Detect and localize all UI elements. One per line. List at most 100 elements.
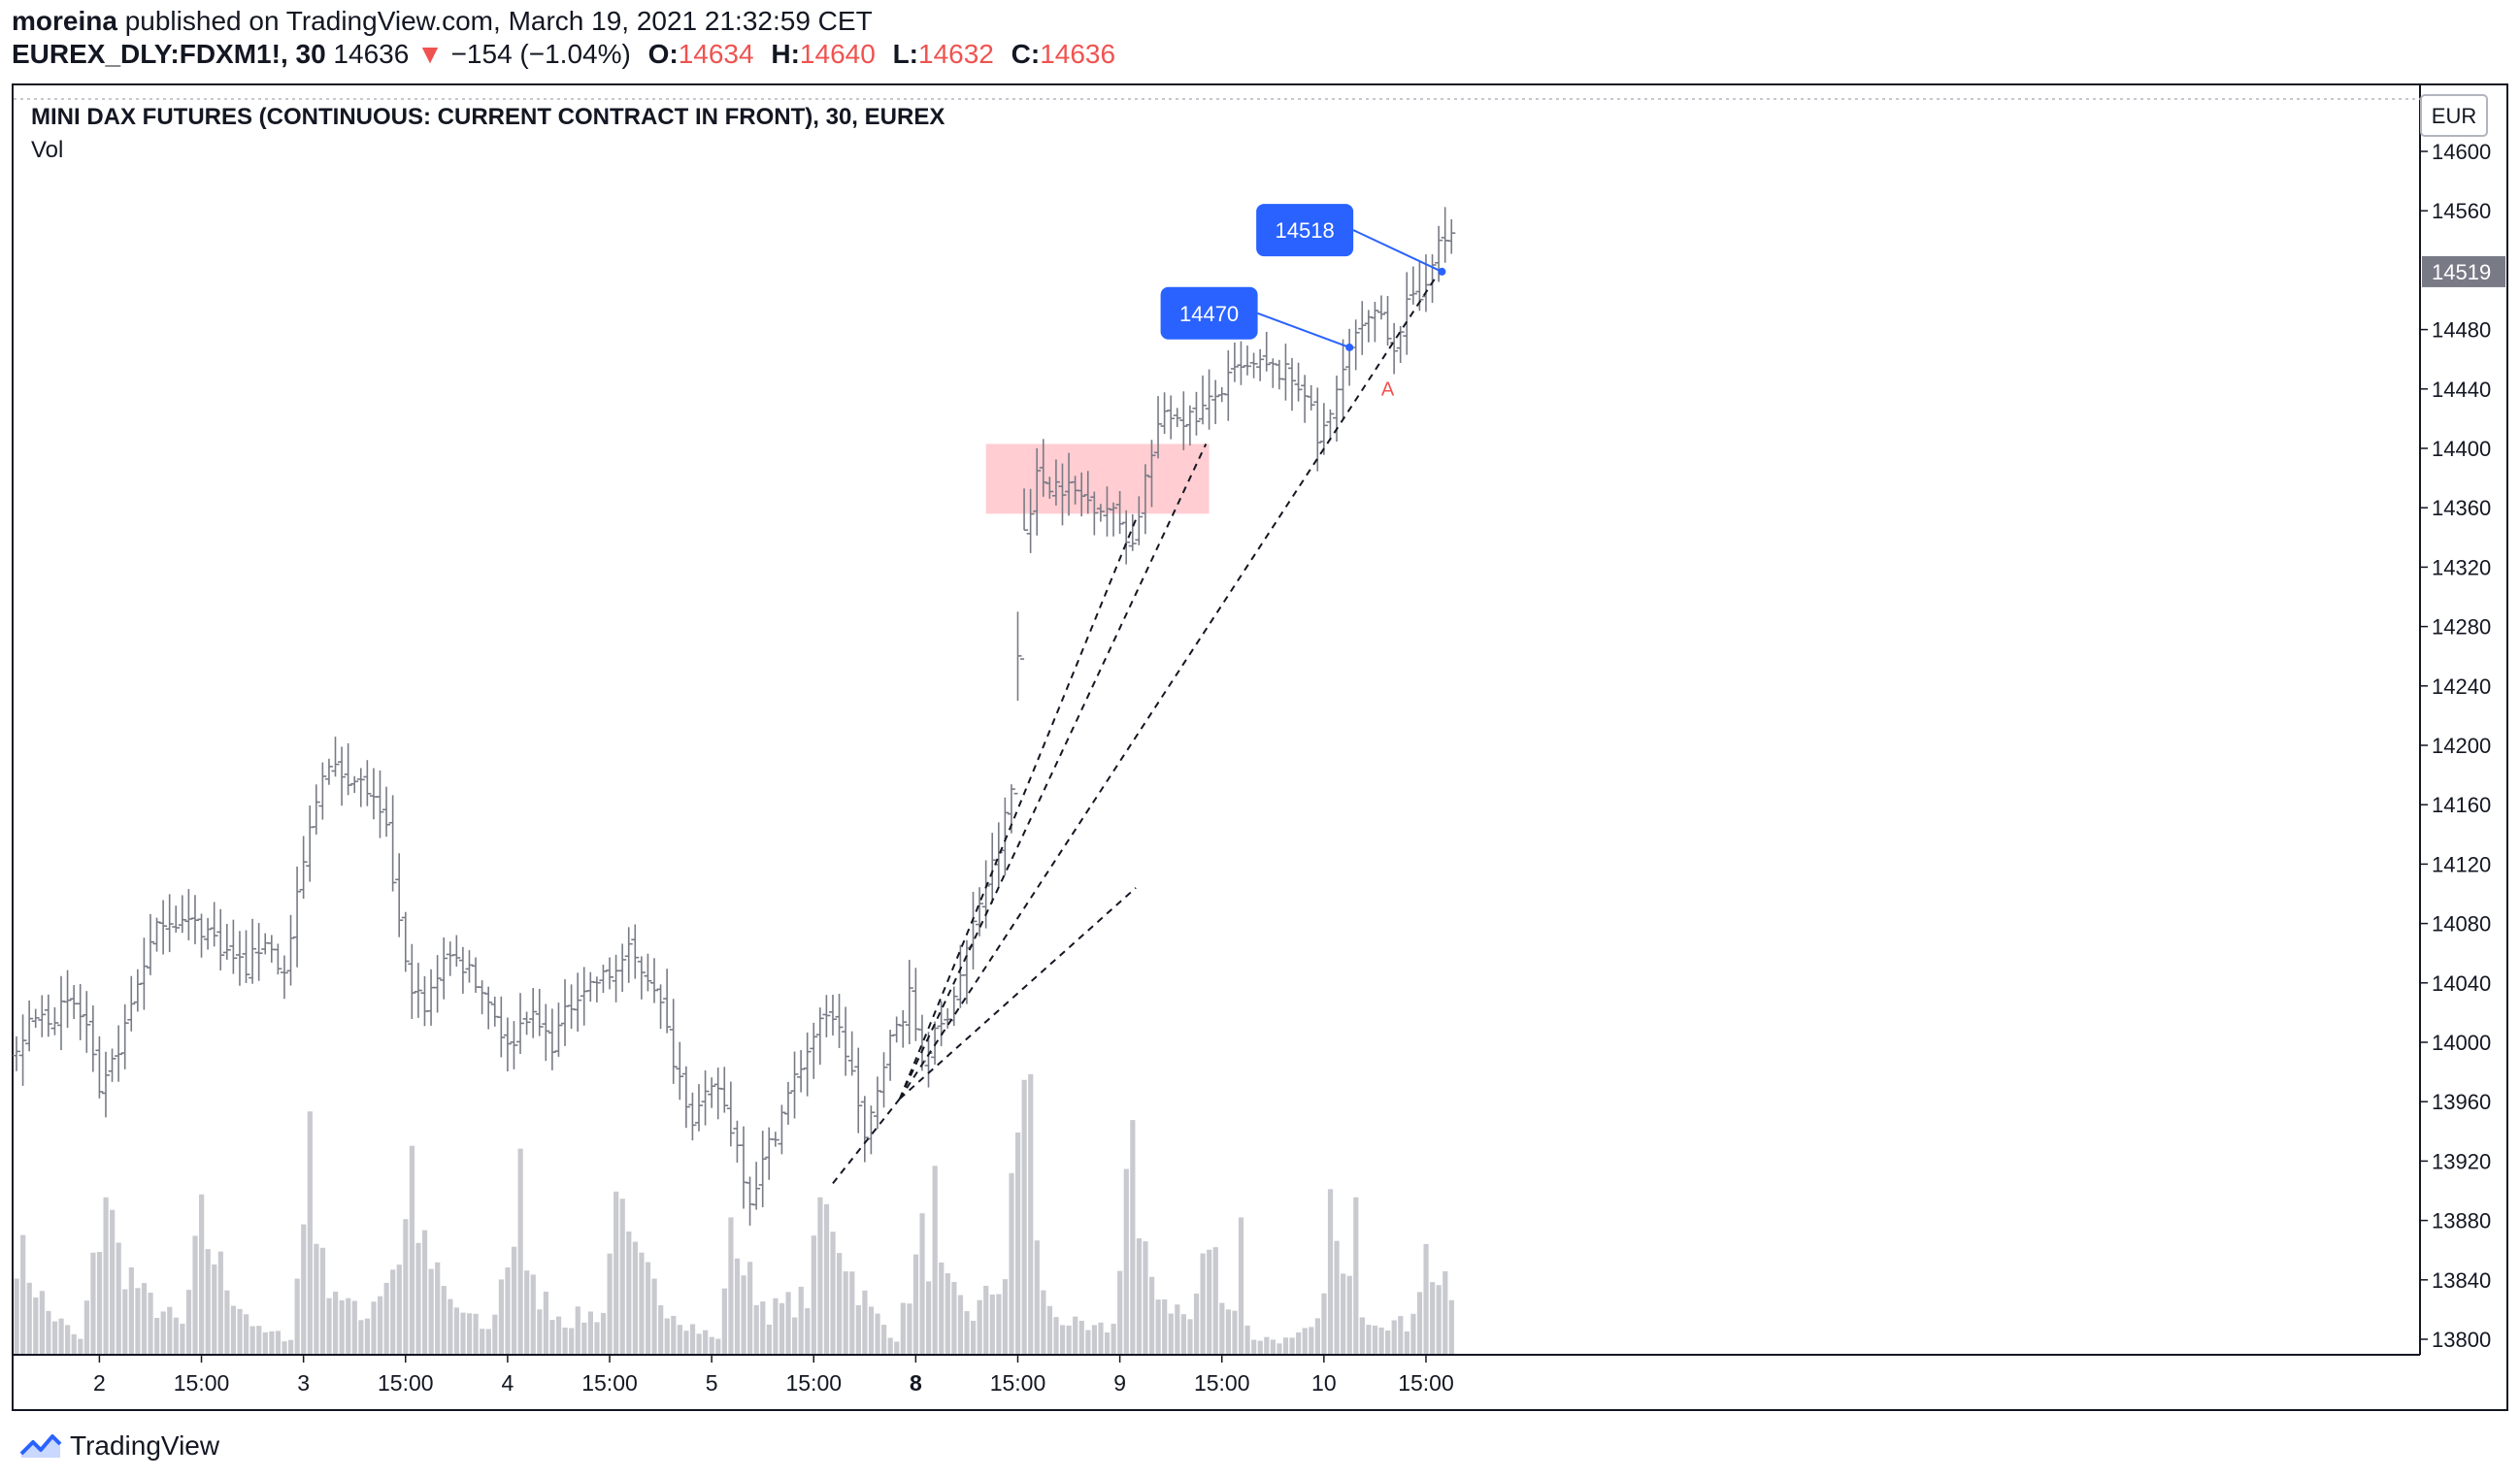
trend-lines: [832, 277, 1437, 1184]
volume-bar: [530, 1274, 536, 1355]
price-change: −154 (−1.04%): [450, 39, 631, 69]
publish-details: published on TradingView.com, March 19, …: [124, 6, 873, 36]
volume-bar: [90, 1252, 96, 1355]
volume-bar: [358, 1320, 364, 1355]
price-tick-label: 14080: [2432, 912, 2491, 937]
volume-bar: [715, 1338, 721, 1355]
price-tick-label: 14480: [2432, 318, 2491, 343]
footer-brand[interactable]: TradingView: [19, 1430, 219, 1462]
price-tick-label: 13880: [2432, 1209, 2491, 1233]
time-tick-label: 3: [297, 1370, 310, 1396]
volume-bar: [435, 1262, 441, 1355]
volume-label: Vol: [31, 137, 63, 163]
volume-bar: [1341, 1273, 1346, 1355]
volume-bar: [747, 1262, 753, 1355]
volume-bar: [473, 1313, 479, 1355]
volume-bar: [160, 1311, 166, 1355]
volume-bar: [71, 1333, 77, 1355]
ohlc-bars: [13, 207, 1456, 1226]
volume-bar: [173, 1317, 179, 1355]
volume-bar: [798, 1286, 804, 1355]
volume-bar: [377, 1296, 383, 1355]
time-tick-label: 9: [1113, 1370, 1126, 1396]
symbol-name: EUREX_DLY:FDXM1!, 30: [12, 39, 326, 69]
volume-bar: [192, 1235, 198, 1355]
volume-bar: [128, 1266, 134, 1355]
volume-bar: [524, 1270, 530, 1355]
volume-bar: [945, 1272, 950, 1355]
volume-bar: [805, 1308, 811, 1355]
volume-bar: [1021, 1079, 1027, 1355]
volume-bar: [230, 1305, 237, 1355]
volume-bar: [428, 1268, 434, 1355]
price-tick-label: 14360: [2432, 496, 2491, 520]
volume-bar: [721, 1288, 727, 1355]
volume-bar: [989, 1294, 995, 1355]
volume-bar: [645, 1262, 651, 1355]
volume-bar: [543, 1291, 549, 1355]
volume-bar: [1391, 1320, 1397, 1355]
volume-bar: [1385, 1331, 1391, 1355]
volume-bar: [1321, 1293, 1327, 1355]
price-tick-label: 14560: [2432, 199, 2491, 223]
callout-anchor-dot: [1345, 343, 1354, 351]
volume-bar: [562, 1327, 568, 1355]
volume-bar: [1238, 1217, 1244, 1355]
chart-frame: [12, 83, 2508, 1411]
dashed-trend-line: [899, 887, 1137, 1100]
volume-bar: [326, 1298, 332, 1355]
volume-bar: [1309, 1327, 1314, 1355]
volume-bar: [65, 1325, 71, 1355]
volume-bar: [1410, 1313, 1416, 1355]
volume-bar: [185, 1290, 192, 1355]
time-tick-label: 5: [706, 1370, 718, 1396]
volume-bar: [728, 1217, 734, 1355]
volume-bar: [1378, 1327, 1384, 1355]
resistance-zone: [985, 444, 1210, 514]
volume-bars: [14, 1073, 1454, 1355]
volume-bar: [1041, 1290, 1046, 1355]
volume-bar: [900, 1302, 906, 1355]
volume-bar: [448, 1298, 453, 1355]
volume-bar: [1442, 1270, 1448, 1355]
volume-bar: [581, 1322, 587, 1355]
volume-bar: [1416, 1292, 1423, 1355]
volume-bar: [919, 1213, 925, 1355]
volume-bar: [14, 1278, 19, 1355]
volume-bar: [205, 1249, 211, 1355]
down-arrow-icon: ▼: [416, 39, 444, 69]
volume-bar: [996, 1294, 1002, 1355]
volume-bar: [862, 1290, 868, 1355]
volume-bar: [390, 1269, 396, 1355]
volume-bar: [594, 1322, 600, 1355]
volume-bar: [1270, 1339, 1276, 1355]
callout-anchor-dot: [1438, 267, 1446, 276]
volume-bar: [83, 1300, 89, 1355]
volume-bar: [224, 1290, 230, 1355]
volume-bar: [288, 1339, 294, 1355]
volume-bar: [301, 1224, 307, 1355]
callout-line: [1257, 312, 1350, 348]
volume-bar: [977, 1299, 982, 1355]
volume-bar: [1130, 1120, 1136, 1355]
volume-bar: [971, 1320, 977, 1355]
volume-bar: [1448, 1299, 1454, 1355]
volume-bar: [600, 1312, 607, 1355]
volume-bar: [294, 1278, 300, 1355]
volume-bar: [957, 1295, 964, 1355]
volume-bar: [619, 1199, 625, 1355]
volume-bar: [664, 1318, 670, 1355]
volume-bar: [1359, 1317, 1365, 1355]
volume-bar: [371, 1301, 377, 1355]
volume-bar: [939, 1262, 945, 1355]
volume-bar: [1117, 1270, 1123, 1355]
volume-bar: [1046, 1305, 1053, 1355]
volume-bar: [849, 1271, 855, 1355]
volume-bar: [926, 1281, 932, 1355]
volume-bar: [505, 1267, 511, 1355]
volume-bar: [709, 1336, 714, 1355]
currency-badge[interactable]: EUR: [2420, 94, 2488, 137]
volume-bar: [1334, 1240, 1340, 1355]
high-value: 14640: [799, 39, 876, 69]
